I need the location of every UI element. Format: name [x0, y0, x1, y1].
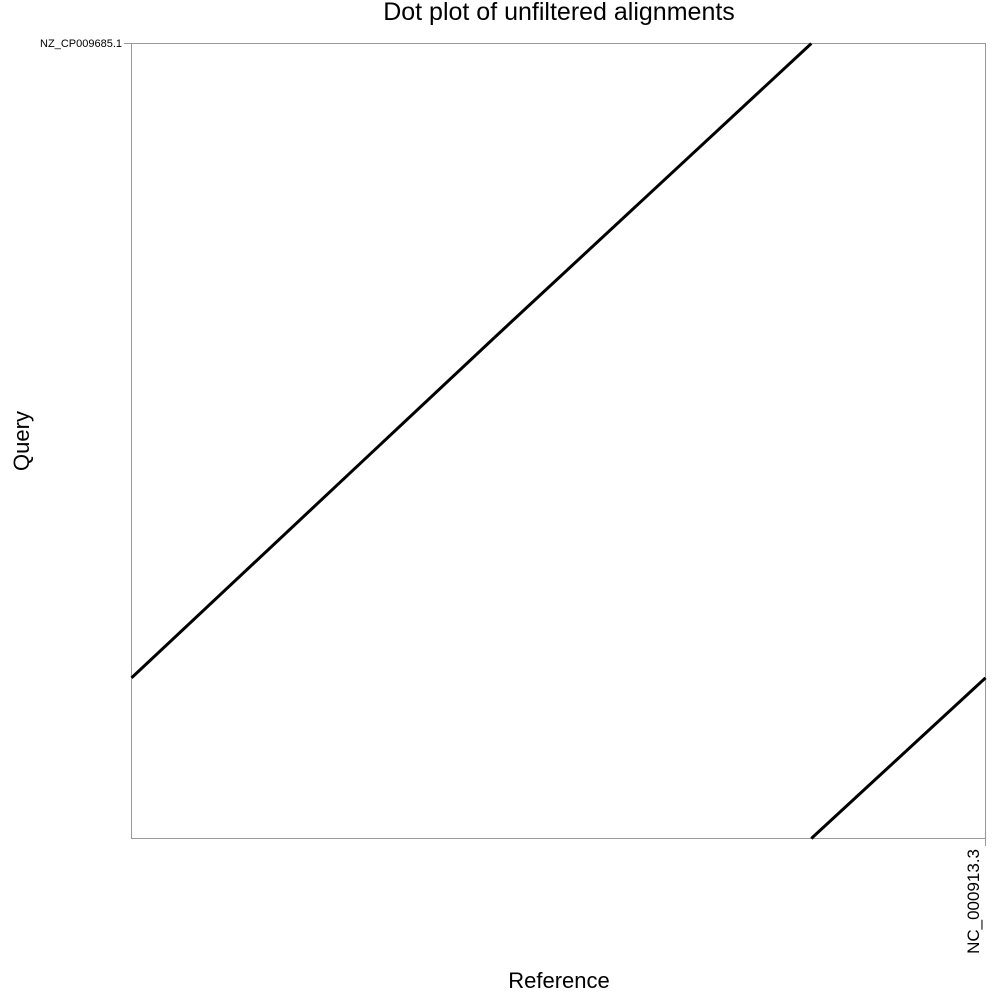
- x-tick-label: NC_000913.3: [964, 849, 983, 954]
- plot-frame: [131, 43, 986, 839]
- alignment-segment-1: [130, 336, 496, 679]
- chart-title: Dot plot of unfiltered alignments: [383, 0, 735, 26]
- y-tick-label: NZ_CP009685.1: [40, 38, 122, 50]
- y-axis-title: Query: [9, 411, 34, 471]
- alignment-segment-3: [810, 676, 987, 840]
- alignment-series-layer: [130, 42, 987, 840]
- alignment-segment-2: [493, 42, 813, 339]
- x-axis-title: Reference: [508, 968, 610, 993]
